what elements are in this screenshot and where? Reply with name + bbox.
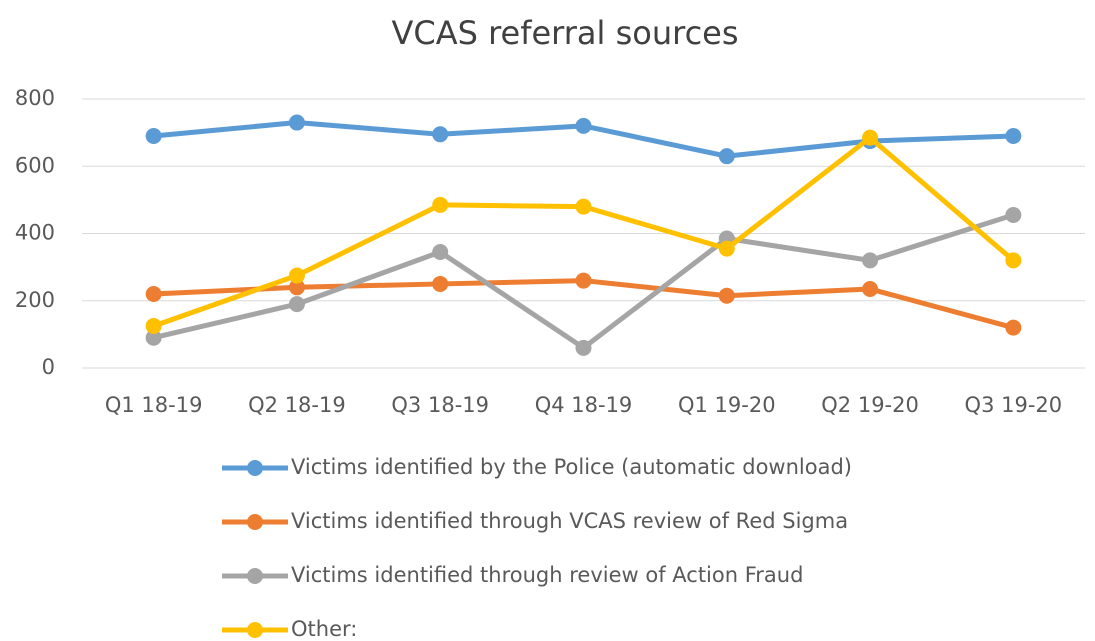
data-point [575, 272, 592, 289]
data-point [145, 317, 162, 334]
x-tick-label: Q3 19-20 [965, 393, 1063, 417]
x-tick-label: Q2 19-20 [821, 393, 919, 417]
data-point [1005, 319, 1022, 336]
x-tick-label: Q1 18-19 [105, 393, 203, 417]
data-point [862, 129, 879, 146]
data-point [575, 117, 592, 134]
data-point [1005, 127, 1022, 144]
x-tick-label: Q4 18-19 [535, 393, 633, 417]
data-point [432, 275, 449, 292]
data-point [432, 243, 449, 260]
x-tick-label: Q3 18-19 [391, 393, 489, 417]
y-tick-label: 200 [15, 288, 55, 312]
data-point [575, 339, 592, 356]
y-tick-label: 400 [15, 221, 55, 245]
data-point [1005, 207, 1022, 224]
y-tick-label: 600 [15, 153, 55, 177]
legend-label: Victims identified through review of Act… [291, 563, 803, 587]
legend-label: Victims identified through VCAS review o… [291, 509, 848, 533]
legend-marker [247, 514, 263, 530]
data-point [575, 198, 592, 215]
legend-marker [247, 460, 263, 476]
chart-title: VCAS referral sources [391, 14, 738, 52]
data-point [432, 196, 449, 213]
data-point [718, 148, 735, 165]
data-point [288, 296, 305, 313]
legend-label: Other: [291, 617, 357, 641]
data-point [288, 114, 305, 131]
data-point [288, 267, 305, 284]
legend-marker [247, 568, 263, 584]
data-point [288, 279, 305, 296]
y-tick-label: 0 [42, 355, 55, 379]
data-point [718, 287, 735, 304]
data-point [145, 286, 162, 303]
legend-label: Victims identified by the Police (automa… [291, 455, 852, 479]
y-tick-label: 800 [15, 86, 55, 110]
x-tick-label: Q2 18-19 [248, 393, 346, 417]
data-point [432, 126, 449, 143]
data-point [718, 240, 735, 257]
data-point [862, 252, 879, 269]
data-point [145, 127, 162, 144]
data-point [145, 329, 162, 346]
data-point [862, 280, 879, 297]
data-point [1005, 252, 1022, 269]
x-tick-label: Q1 19-20 [678, 393, 776, 417]
legend-marker [247, 622, 263, 638]
